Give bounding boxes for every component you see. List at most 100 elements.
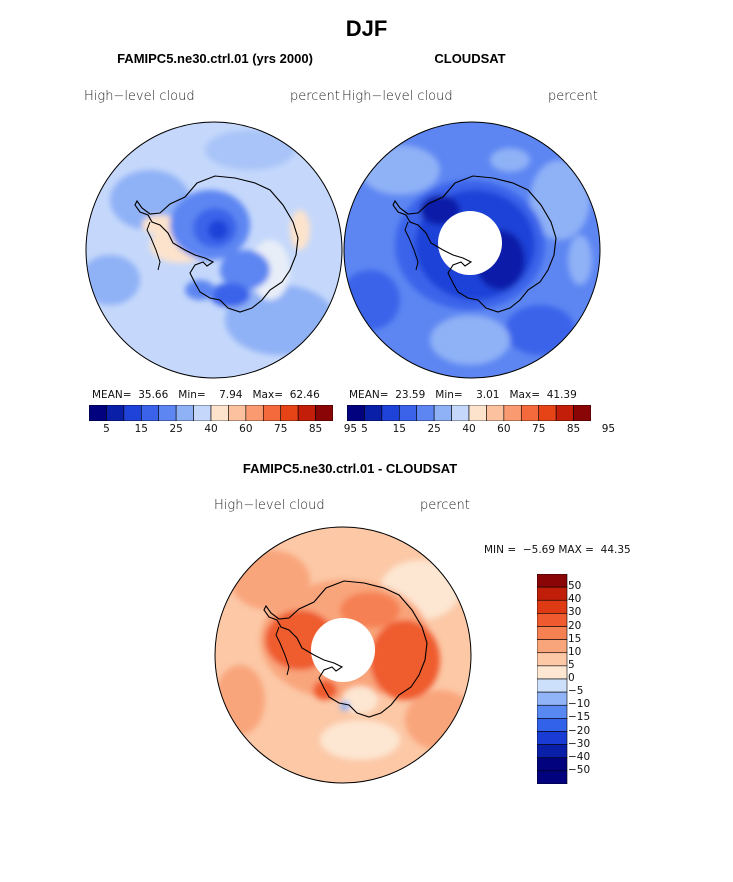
colorbar-cell (573, 405, 591, 421)
colorbar-tick-label: 75 (532, 423, 546, 435)
colorbar-cell (433, 405, 452, 421)
panel3-left-label: High−level cloud (214, 498, 325, 513)
colorbar-cell (280, 405, 299, 421)
colorbar-tick-label: 95 (343, 423, 358, 435)
colorbar-cell (175, 405, 194, 421)
colorbar-tick-label: −20 (568, 724, 591, 737)
top-maps (85, 121, 601, 379)
panel2-left-label: High−level cloud (342, 89, 453, 104)
colorbar-tick-label: −15 (568, 711, 591, 724)
colorbar-cell (398, 405, 418, 421)
colorbar-cell (158, 405, 177, 421)
colorbar-cell (537, 704, 568, 719)
colorbar-tick-label: 15 (134, 423, 148, 435)
panel2-stats: MEAN= 23.59 Min= 3.01 Max= 41.39 (349, 389, 577, 401)
panel3-peninsula (275, 626, 290, 676)
colorbar-cell (537, 770, 568, 784)
colorbar-cell (228, 405, 247, 421)
colorbar-tick-label: 30 (568, 606, 582, 619)
colorbar-cell (245, 405, 264, 421)
colorbar-tick-label: 0 (568, 672, 575, 684)
colorbar-tick-label: 40 (204, 423, 218, 435)
colorbar-tick-label: 10 (568, 645, 582, 658)
colorbar-cell (538, 405, 557, 421)
colorbar-tick-label: 40 (568, 593, 582, 606)
colorbar-cell (468, 405, 487, 421)
panel3-stats: MIN = −5.69 MAX = 44.35 (484, 544, 631, 556)
colorbar-cell (537, 586, 568, 601)
p1-min-label: Min= (178, 389, 206, 401)
panel1-colorbar (89, 405, 333, 421)
panel2-outline (343, 121, 601, 379)
colorbar-cell (537, 599, 568, 614)
panel3-outline (214, 526, 472, 784)
colorbar-cell (537, 757, 568, 772)
colorbar-cell (537, 665, 568, 680)
p2-max-label: Max= (509, 389, 541, 401)
panel2-field (344, 122, 600, 378)
panel1-colorbar-ticks: 5 15 25 40 60 75 85 95 (0, 423, 733, 439)
p2-mean-label: MEAN= (349, 389, 389, 401)
colorbar-tick-label: 50 (568, 580, 582, 593)
p1-max-label: Max= (252, 389, 284, 401)
colorbar-tick-label: 60 (497, 423, 511, 435)
p1-min: 7.94 (219, 389, 243, 401)
colorbar-cell (381, 405, 400, 421)
colorbar-tick-label: 25 (169, 423, 183, 435)
colorbar-cell (193, 405, 212, 421)
colorbar-tick-label: 5 (103, 423, 110, 435)
panel1-left-label: High−level cloud (84, 89, 195, 104)
panel3-right-label: percent (420, 498, 470, 513)
p3-max-label: MAX = (558, 544, 594, 556)
colorbar-tick-label: 95 (601, 423, 616, 435)
p3-min-label: MIN = (484, 544, 517, 556)
colorbar-cell (537, 639, 568, 654)
panel2-peninsula (404, 221, 419, 271)
colorbar-cell (89, 405, 107, 421)
p1-mean: 35.66 (138, 389, 169, 401)
colorbar-tick-label: −30 (568, 737, 591, 750)
colorbar-cell (503, 405, 522, 421)
colorbar-tick-label: 5 (361, 423, 368, 435)
panel1-peninsula (146, 221, 161, 271)
colorbar-cell (537, 652, 568, 667)
colorbar-cell (537, 731, 568, 745)
colorbar-cell (520, 405, 540, 421)
colorbar-cell (347, 405, 365, 421)
colorbar-cell (210, 405, 229, 421)
colorbar-cell (262, 405, 282, 421)
panel1-title: FAMIPC5.ne30.ctrl.01 (yrs 2000) (117, 51, 313, 66)
panel1-right-label: percent (290, 89, 340, 104)
panel1-coastline (134, 175, 299, 313)
colorbar-tick-label: 15 (392, 423, 406, 435)
colorbar-tick-label: −50 (568, 763, 591, 776)
colorbar-cell (555, 405, 574, 421)
colorbar-tick-label: 75 (274, 423, 288, 435)
colorbar-cell (537, 678, 568, 693)
colorbar-cell (451, 405, 470, 421)
colorbar-tick-label: −10 (568, 698, 591, 711)
panel3-colorbar (537, 574, 568, 784)
panel1-outline (85, 121, 343, 379)
colorbar-tick-label: −5 (568, 685, 584, 698)
colorbar-tick-label: 40 (462, 423, 476, 435)
colorbar-tick-label: 25 (427, 423, 441, 435)
colorbar-cell (123, 405, 142, 421)
colorbar-tick-label: 5 (568, 658, 575, 671)
page-title: DJF (345, 16, 388, 41)
colorbar-cell (106, 405, 125, 421)
colorbar-cell (140, 405, 160, 421)
colorbar-cell (537, 574, 568, 588)
p2-min: 3.01 (476, 389, 500, 401)
colorbar-tick-label: −40 (568, 750, 591, 763)
panel3-colorbar-ticks: 50 40 30 20 15 10 5 0 −5 −10 −15 −20 −30 −40 −50 (568, 574, 618, 784)
colorbar-cell (297, 405, 316, 421)
panel3-field (215, 527, 471, 783)
panel2-colorbar-ticks: 5 15 25 40 60 75 85 95 (0, 423, 733, 439)
colorbar-cell (537, 613, 568, 627)
p1-max: 62.46 (289, 389, 320, 401)
panel1-field (86, 122, 342, 378)
bottom-map (214, 526, 472, 784)
colorbar-cell (315, 405, 333, 421)
colorbar-cell (537, 626, 568, 640)
